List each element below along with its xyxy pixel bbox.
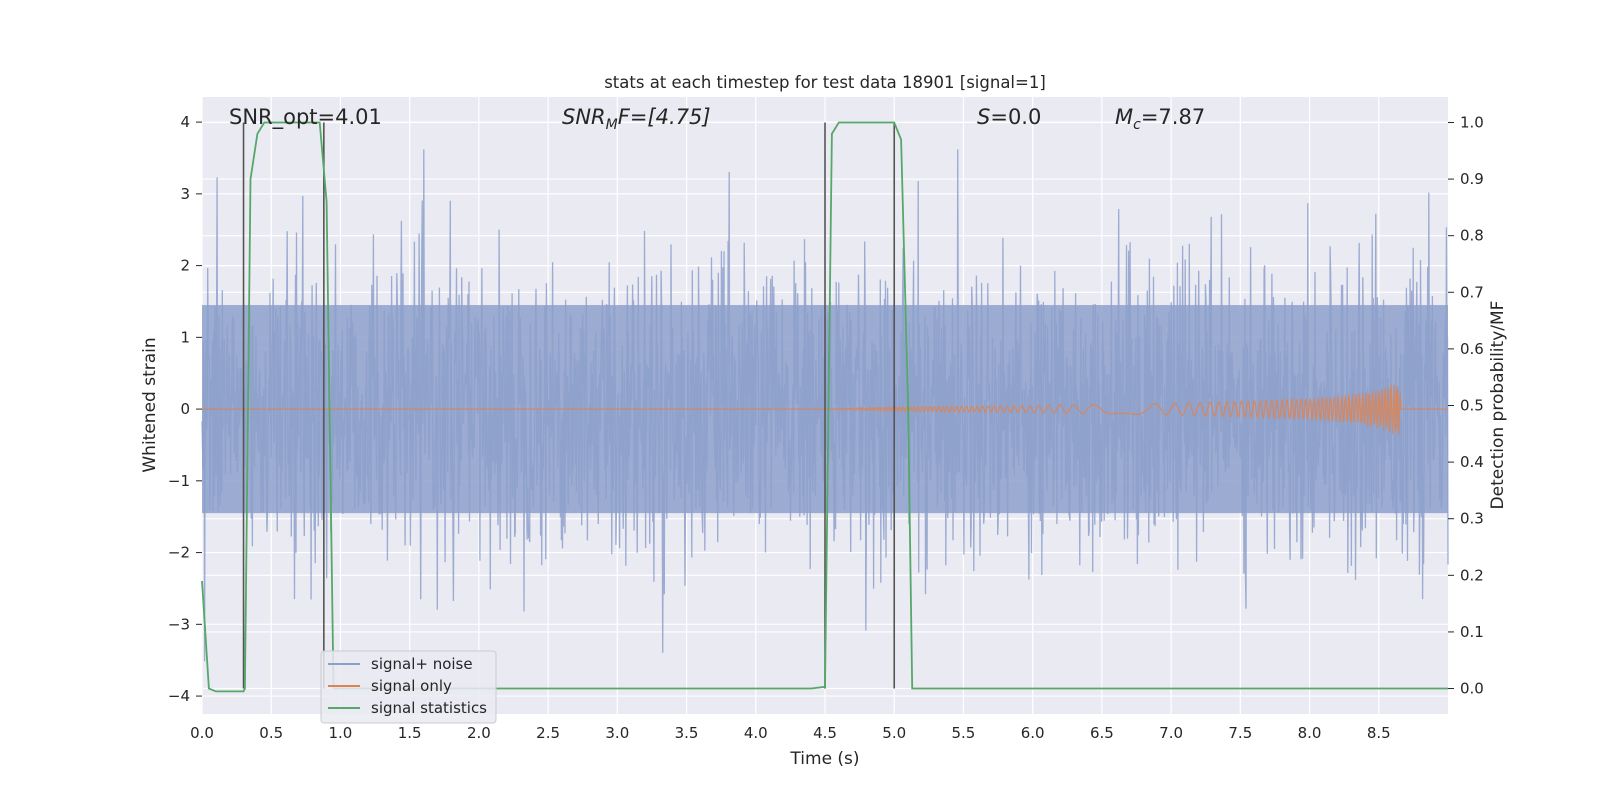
x-tick-label: 6.0 — [1021, 724, 1045, 742]
legend-label-signal-noise: signal+ noise — [371, 655, 473, 673]
snr-mf-annotation: SNRMF=[4.75] — [562, 105, 711, 133]
x-tick-label: 1.0 — [329, 724, 353, 742]
y-right-tick-label: 0.5 — [1460, 397, 1484, 415]
snr-opt-annotation: SNR_opt=4.01 — [229, 105, 382, 130]
s-stat-suffix: =0.0 — [990, 105, 1041, 129]
y-tick-label: −2 — [168, 544, 190, 562]
x-tick-label: 8.0 — [1298, 724, 1322, 742]
legend-label-signal-statistics: signal statistics — [371, 699, 487, 717]
legend-label-signal-only: signal only — [371, 677, 452, 695]
snr-mf-suffix: F=[4.75] — [618, 105, 711, 129]
chart-title: stats at each timestep for test data 189… — [604, 73, 1046, 92]
x-axis-label: Time (s) — [789, 749, 859, 769]
y-right-tick-label: 0.7 — [1460, 283, 1484, 301]
mchirp-annotation: Mc=7.87 — [1115, 105, 1205, 133]
y-right-tick-label: 0.8 — [1460, 227, 1484, 245]
y-right-tick-label: 1.0 — [1460, 113, 1484, 131]
x-tick-label: 5.0 — [882, 724, 906, 742]
y-right-tick-label: 0.4 — [1460, 453, 1484, 471]
y-right-tick-label: 0.3 — [1460, 510, 1484, 528]
x-tick-label: 3.5 — [675, 724, 699, 742]
mchirp-subscript: c — [1133, 117, 1141, 133]
y-right-tick-label: 0.9 — [1460, 170, 1484, 188]
y-tick-label: 2 — [180, 257, 190, 275]
y-tick-label: −1 — [168, 472, 190, 490]
y-tick-label: 3 — [180, 185, 190, 203]
mchirp-prefix: M — [1115, 105, 1133, 129]
x-tick-label: 7.0 — [1159, 724, 1183, 742]
y-right-tick-label: 0.6 — [1460, 340, 1484, 358]
y-right-tick-label: 0.0 — [1460, 680, 1484, 698]
x-tick-label: 4.5 — [813, 724, 837, 742]
y-axis-right-label: Detection probability/MF — [1488, 301, 1508, 510]
axes: 0.0 0.5 1.0 1.5 2.0 2.5 3.0 3.5 4.0 4.5 5.0 5.5 6.0 6… — [168, 113, 1484, 742]
mchirp-suffix: =7.87 — [1141, 105, 1205, 129]
signal-statistics-series — [201, 121, 1448, 693]
s-stat-prefix: S — [977, 105, 990, 129]
x-tick-label: 6.5 — [1090, 724, 1114, 742]
annotations: SNR_opt=4.01 SNRMF=[4.75] S=0.0 Mc=7.87 — [229, 105, 1205, 133]
x-tick-label: 5.5 — [952, 724, 976, 742]
y-right-tick-label: 0.2 — [1460, 566, 1484, 584]
x-tick-label: 7.5 — [1228, 724, 1252, 742]
snr-mf-prefix: SNR — [562, 105, 606, 129]
y-tick-label: −3 — [168, 615, 190, 633]
x-tick-label: 2.0 — [467, 724, 491, 742]
marker-lines — [242, 122, 896, 689]
x-tick-label: 0.0 — [190, 724, 214, 742]
x-tick-label: 2.5 — [536, 724, 560, 742]
y-right-tick-label: 0.1 — [1460, 623, 1484, 641]
x-tick-label: 3.0 — [605, 724, 629, 742]
snr-mf-subscript: M — [606, 117, 618, 133]
x-tick-label: 8.5 — [1367, 724, 1391, 742]
y-tick-label: −4 — [168, 687, 190, 705]
y-axis-label: Whitened strain — [140, 337, 160, 472]
signal-statistics-line — [201, 121, 1448, 693]
y-tick-label: 1 — [180, 328, 190, 346]
x-tick-label: 0.5 — [259, 724, 283, 742]
s-stat-annotation: S=0.0 — [977, 105, 1041, 129]
y-tick-label: 0 — [180, 400, 190, 418]
x-tick-label: 1.5 — [398, 724, 422, 742]
legend-box — [320, 650, 497, 724]
x-tick-label: 4.0 — [744, 724, 768, 742]
y-tick-label: 4 — [180, 113, 190, 131]
legend: signal+ noise signal only signal statist… — [320, 650, 497, 724]
